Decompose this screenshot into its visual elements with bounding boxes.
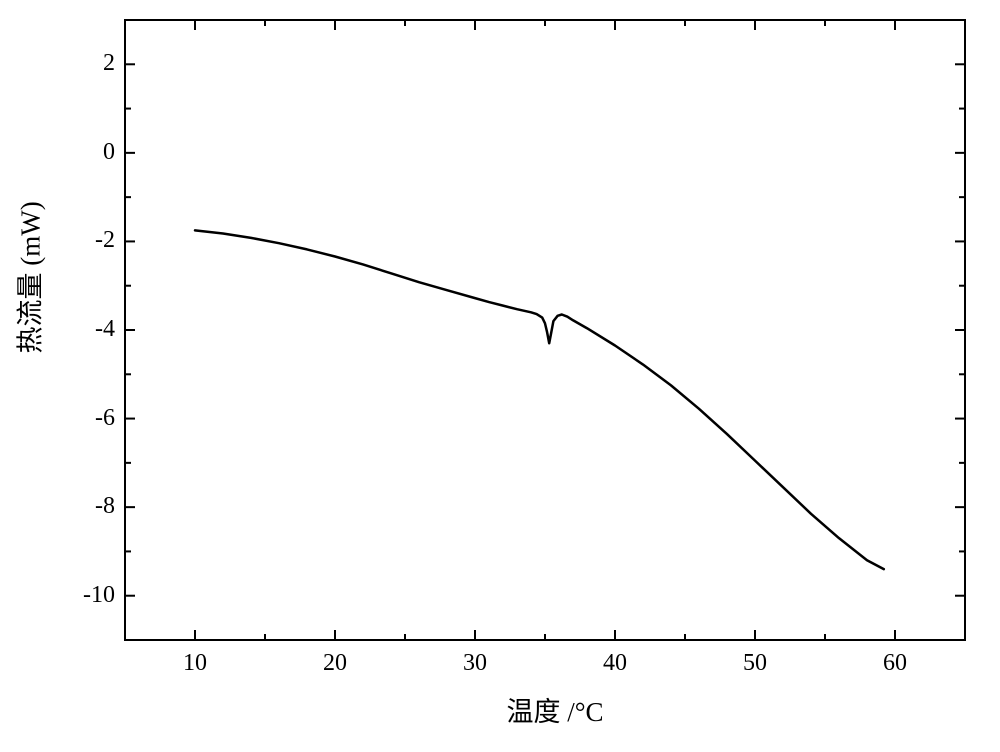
y-tick-label: 0 [57, 139, 115, 166]
y-tick-label: -10 [57, 582, 115, 609]
y-tick-label: -4 [57, 316, 115, 343]
y-axis-label: 热流量 (mW) [9, 314, 48, 354]
x-tick-label: 30 [445, 650, 505, 677]
y-tick-label: -6 [57, 405, 115, 432]
x-tick-label: 10 [165, 650, 225, 677]
x-tick-label: 20 [305, 650, 365, 677]
dsc-chart: 热流量 (mW) 温度 /°C 10 20 30 40 50 60 -10 -8 -6 -4 -2 0… [0, 0, 1000, 752]
x-axis-label: 温度 /°C [475, 690, 635, 729]
chart-svg [0, 0, 1000, 752]
y-tick-label: 2 [57, 50, 115, 77]
x-tick-label: 50 [725, 650, 785, 677]
y-tick-label: -8 [57, 493, 115, 520]
y-tick-label: -2 [57, 227, 115, 254]
x-tick-label: 60 [865, 650, 925, 677]
x-tick-label: 40 [585, 650, 645, 677]
